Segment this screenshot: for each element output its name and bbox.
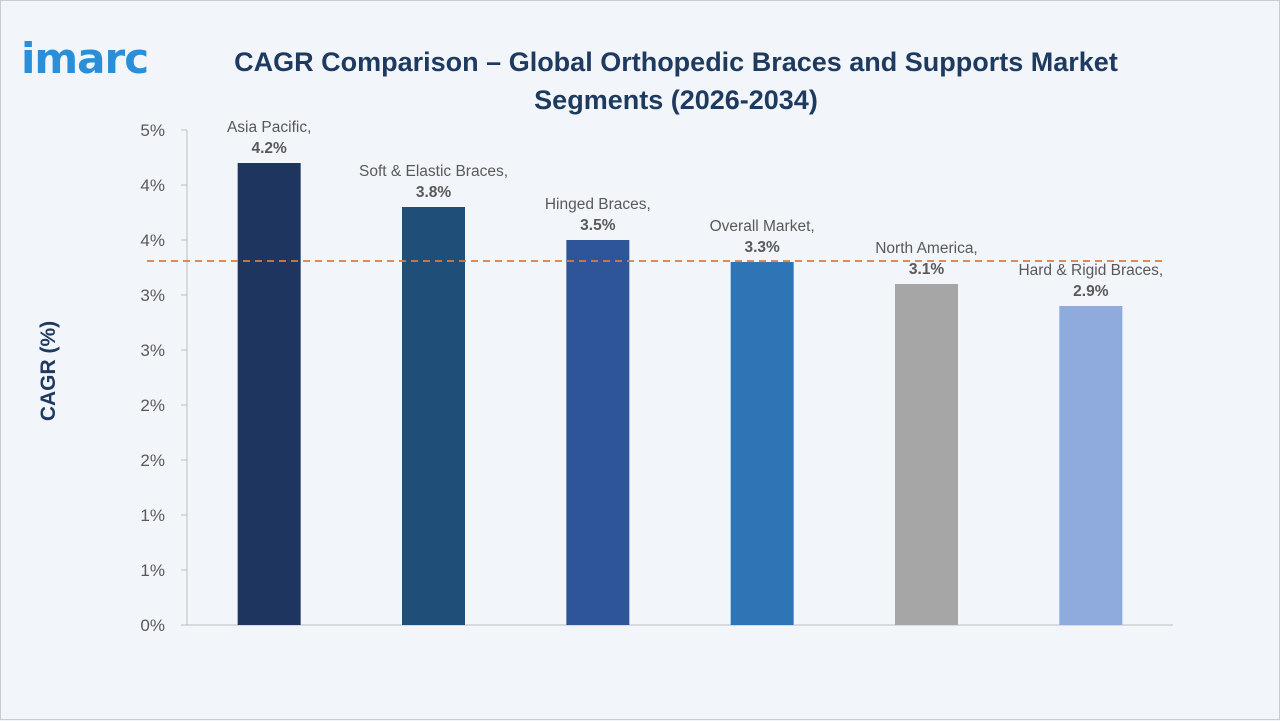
y-tick-label: 3% xyxy=(140,341,165,360)
bar xyxy=(402,207,465,625)
y-tick-label: 1% xyxy=(140,561,165,580)
data-label-category: Soft & Elastic Braces, xyxy=(359,163,508,180)
imarc-logo-mark: imarc xyxy=(21,34,149,83)
y-tick-label: 4% xyxy=(140,176,165,195)
data-label-category: Hard & Rigid Braces, xyxy=(1018,262,1163,279)
bar xyxy=(1059,306,1123,625)
data-label-value: 2.9% xyxy=(1073,283,1109,300)
bar xyxy=(730,262,794,625)
data-label-value: 3.5% xyxy=(580,217,616,234)
bar xyxy=(566,240,630,625)
y-tick-label: 1% xyxy=(140,506,165,525)
y-tick-label: 3% xyxy=(140,286,165,305)
data-label-category: North America, xyxy=(875,240,978,257)
y-tick-label: 2% xyxy=(140,396,165,415)
chart-title: CAGR Comparison – Global Orthopedic Brac… xyxy=(234,47,1118,115)
data-label-category: Overall Market, xyxy=(710,218,815,235)
data-label-value: 3.1% xyxy=(909,261,945,278)
y-tick-label: 4% xyxy=(140,231,165,250)
y-tick-label: 0% xyxy=(140,616,165,635)
data-label-category: Hinged Braces, xyxy=(545,196,651,213)
bar xyxy=(895,284,958,625)
data-label-value: 3.3% xyxy=(744,239,780,256)
logo-wordmark: imarc xyxy=(21,37,148,81)
bar xyxy=(237,163,301,625)
data-label-value: 4.2% xyxy=(251,140,287,157)
y-tick-label: 5% xyxy=(140,121,165,140)
y-tick-label: 2% xyxy=(140,451,165,470)
imarc-logo: imarc xyxy=(21,34,201,83)
data-label-value: 3.8% xyxy=(416,184,452,201)
data-label-category: Asia Pacific, xyxy=(227,119,311,136)
